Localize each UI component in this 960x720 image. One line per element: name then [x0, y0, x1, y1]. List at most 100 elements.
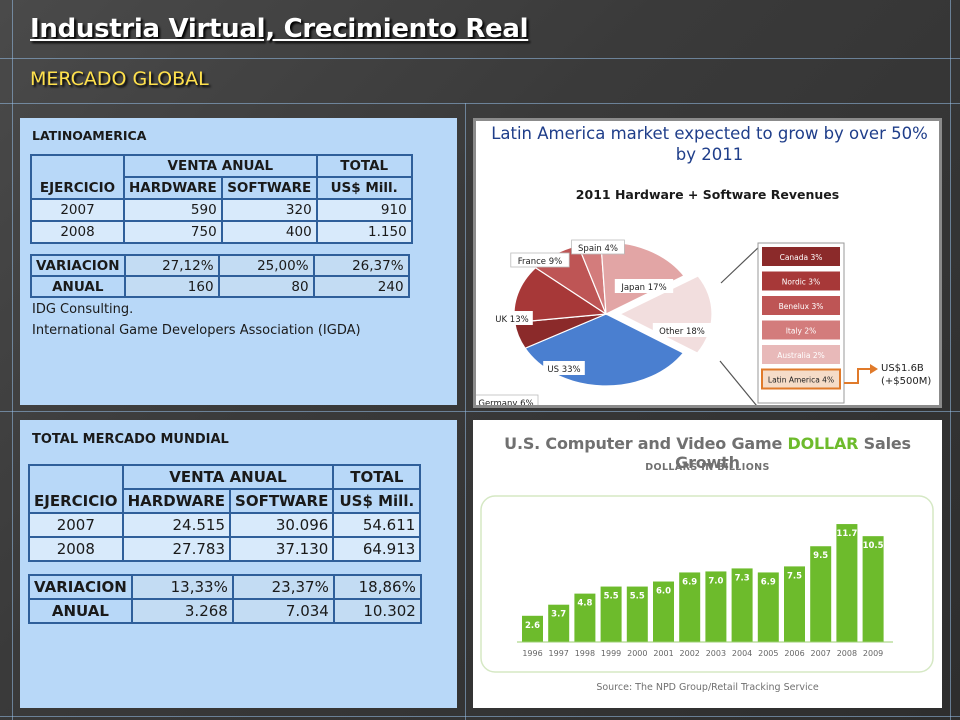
header-software: SOFTWARE [220, 176, 318, 200]
pie-label-box [543, 361, 585, 375]
cell-total: 26,37% [312, 254, 410, 277]
bar-category-label: 2006 [784, 649, 804, 658]
latam-pie-chart-panel: Latin America market expected to grow by… [473, 118, 942, 408]
bar [653, 581, 674, 642]
bar [784, 566, 805, 642]
table-row: 2007 590 320 910 [30, 198, 413, 222]
world-section-title: TOTAL MERCADO MUNDIAL [32, 432, 229, 447]
callout-text: US$1.6B [881, 363, 924, 374]
cell-hardware: 3.268 [130, 598, 234, 624]
header-venta-anual: VENTA ANUAL [121, 464, 335, 490]
world-variation-table: VARIACION 13,33% 23,37% 18,86% ANUAL 3.2… [28, 574, 422, 624]
cell-total: 10.302 [332, 598, 422, 624]
cell-year: 2007 [30, 198, 125, 222]
callout-text: (+$500M) [881, 376, 931, 387]
leader-line [719, 360, 757, 405]
bar-category-label: 2000 [627, 649, 647, 658]
cell-total: 1.150 [315, 220, 413, 244]
bar-category-label: 2009 [863, 649, 883, 658]
table-row: 2008 750 400 1.150 [30, 220, 413, 244]
bar-category-label: 2008 [837, 649, 857, 658]
cell-year: 2008 [28, 536, 124, 562]
header-total-unit: US$ Mill. [315, 176, 413, 200]
latam-sales-table: EJERCICIO VENTA ANUAL TOTAL HARDWARE SOF… [30, 154, 413, 244]
guide-line [0, 716, 960, 717]
pie-slice-label: France 9% [518, 257, 562, 267]
cell-software: 23,37% [231, 574, 335, 600]
header-total-unit: US$ Mill. [332, 488, 422, 514]
pie-slice-label: Other 18% [659, 327, 705, 337]
pie-slice-label: Japan 17% [620, 283, 666, 293]
pie-slice-label: Germany 6% [478, 399, 533, 405]
cell-total: 240 [312, 275, 410, 298]
bar [757, 572, 779, 642]
guide-line [465, 103, 466, 720]
bar-value-label: 11.7 [836, 529, 857, 539]
breakdown-label: Nordic 3% [782, 278, 820, 287]
breakdown-segment [762, 247, 840, 266]
bar-value-label: 7.0 [708, 576, 723, 586]
bar-value-label: 3.7 [551, 610, 566, 620]
header-hardware: HARDWARE [121, 488, 232, 514]
bar-value-label: 7.3 [735, 573, 750, 583]
bar-value-label: 7.5 [787, 571, 802, 581]
cell-total: 910 [315, 198, 413, 222]
breakdown-segment [762, 271, 840, 291]
cell-hardware: 27,12% [123, 254, 220, 277]
pie-chart: US 33% Germany 6% UK 13% France 9% Spain 4% J… [476, 239, 931, 405]
header-ejercicio: EJERCICIO [28, 464, 124, 514]
bar-category-label: 2003 [706, 649, 726, 658]
cell-hardware: 27.783 [121, 536, 232, 562]
breakdown-segment [762, 320, 840, 340]
bar [810, 546, 832, 642]
cell-hardware: 13,33% [130, 574, 234, 600]
slide-subtitle: MERCADO GLOBAL [30, 68, 209, 90]
bar-value-label: 6.9 [682, 577, 697, 587]
pie-label-box [614, 279, 674, 293]
cell-software: 7.034 [231, 598, 335, 624]
table-row: VARIACION 13,33% 23,37% 18,86% [28, 574, 422, 600]
bar [862, 536, 884, 642]
callout-arrowhead [870, 364, 878, 374]
cell-hardware: 160 [123, 275, 220, 298]
bar [574, 593, 596, 642]
cell-total: 54.611 [332, 512, 422, 538]
cell-software: 25,00% [217, 254, 315, 277]
latam-panel: LATINOAMERICA EJERCICIO VENTA ANUAL TOTA… [20, 118, 457, 405]
bar [626, 586, 648, 642]
cell-software: 400 [220, 220, 318, 244]
bar-value-label: 2.6 [525, 621, 540, 631]
world-panel: TOTAL MERCADO MUNDIAL EJERCICIO VENTA AN… [20, 420, 457, 708]
breakdown-label: Australia 2% [777, 351, 824, 360]
latam-variation-table: VARIACION 27,12% 25,00% 26,37% ANUAL 160… [30, 254, 410, 298]
breakdown-label: Italy 2% [786, 327, 817, 336]
table-row: ANUAL 3.268 7.034 10.302 [28, 598, 422, 624]
pie-slice-label: UK 13% [495, 315, 528, 325]
header-total: TOTAL [315, 154, 413, 178]
breakdown-segment [761, 368, 841, 390]
bar [705, 571, 727, 642]
header-total: TOTAL [332, 464, 422, 490]
bar [522, 615, 543, 642]
cell-total: 64.913 [332, 536, 422, 562]
header-hardware: HARDWARE [123, 176, 223, 200]
bar-chart-title-accent: DOLLAR [787, 434, 859, 453]
guide-line [950, 0, 951, 720]
cell-hardware: 24.515 [121, 512, 232, 538]
bar [836, 524, 858, 642]
cell-software: 80 [217, 275, 315, 298]
bar-chart-source: Source: The NPD Group/Retail Tracking Se… [596, 682, 819, 693]
table-row: ANUAL 160 80 240 [30, 275, 410, 298]
bar-category-label: 2007 [811, 649, 831, 658]
bar-chart-title: U.S. Computer and Video Game DOLLAR Sale… [473, 434, 942, 472]
bar-value-label: 5.5 [604, 592, 619, 602]
world-sales-table: EJERCICIO VENTA ANUAL TOTAL HARDWARE SOF… [28, 464, 422, 562]
bar [731, 568, 753, 642]
header-software: SOFTWARE [229, 488, 335, 514]
guide-line [0, 103, 960, 104]
bar-category-label: 1999 [601, 649, 621, 658]
bar-value-label: 5.5 [630, 592, 645, 602]
cell-hardware: 590 [123, 198, 223, 222]
bar-value-label: 6.9 [761, 577, 776, 587]
bar [548, 604, 570, 642]
